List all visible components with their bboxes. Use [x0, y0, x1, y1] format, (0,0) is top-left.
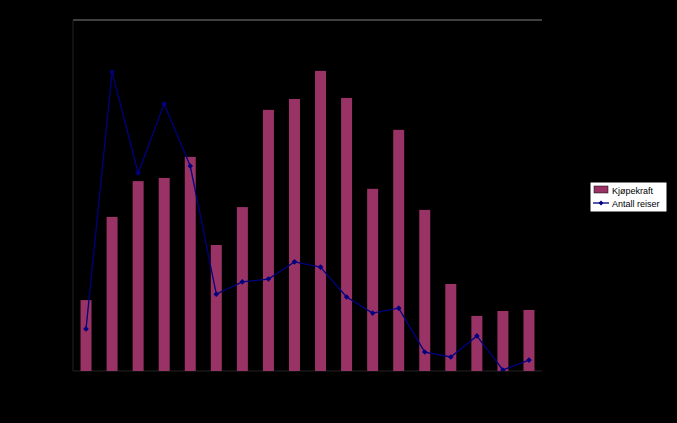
- marker: [109, 69, 115, 75]
- marker: [135, 170, 141, 176]
- bar: [263, 110, 274, 371]
- marker: [83, 326, 89, 332]
- marker: [214, 291, 220, 297]
- marker: [448, 354, 454, 360]
- legend-marker: [599, 201, 604, 206]
- marker: [500, 367, 506, 371]
- marker: [266, 276, 272, 282]
- plot: [81, 69, 535, 371]
- bar: [289, 99, 300, 371]
- legend-swatch: [594, 186, 608, 193]
- bar: [81, 300, 92, 371]
- marker: [396, 305, 402, 311]
- marker: [240, 279, 246, 285]
- bar: [133, 181, 144, 371]
- bar: [497, 311, 508, 371]
- marker: [187, 163, 193, 169]
- bar: [341, 98, 352, 371]
- bar: [393, 130, 404, 371]
- legend-label: Antall reiser: [612, 199, 660, 209]
- bar: [471, 316, 482, 371]
- marker: [474, 333, 480, 339]
- bar: [159, 178, 170, 371]
- bar: [211, 245, 222, 371]
- marker: [344, 294, 350, 300]
- bar: [367, 189, 378, 371]
- bar: [445, 284, 456, 371]
- legend-box: [590, 182, 667, 212]
- legend-label: Kjøpekraft: [612, 186, 654, 196]
- marker: [370, 310, 376, 316]
- chart: Kjøpekraft Antall reiser: [0, 0, 677, 423]
- line: [86, 72, 529, 370]
- bar: [237, 207, 248, 371]
- marker: [422, 349, 428, 355]
- bar: [107, 217, 118, 371]
- y-axis: [73, 20, 74, 371]
- marker: [318, 264, 324, 270]
- bar: [315, 71, 326, 371]
- marker: [526, 357, 532, 363]
- plot-top: [73, 20, 542, 21]
- marker: [161, 101, 167, 107]
- marker: [292, 259, 298, 265]
- bar: [185, 157, 196, 371]
